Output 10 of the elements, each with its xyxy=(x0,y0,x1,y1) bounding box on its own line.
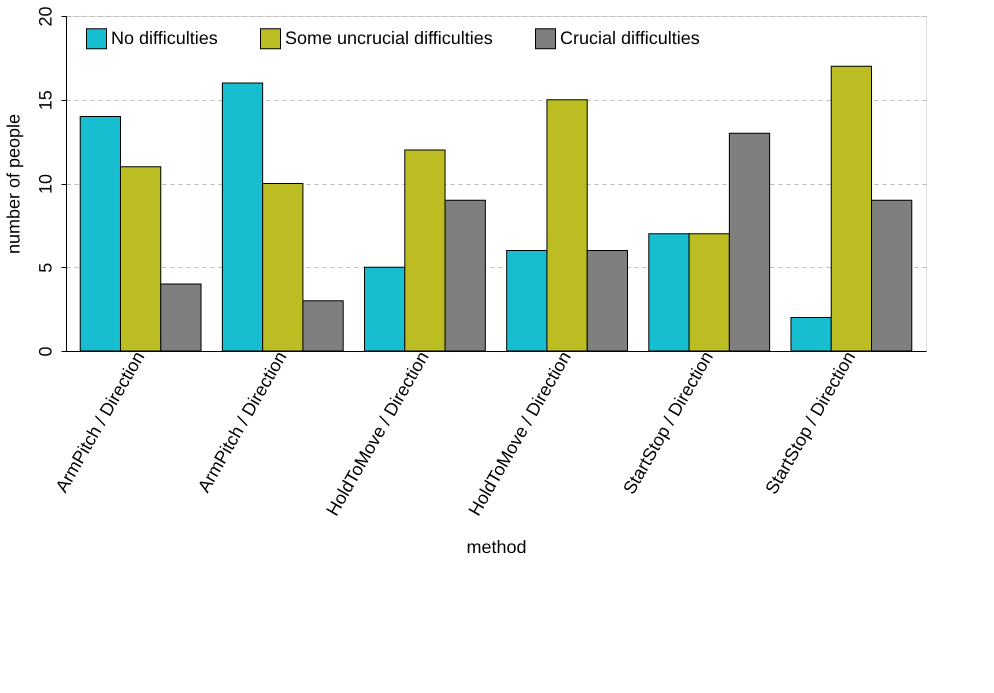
legend-label: No difficulties xyxy=(111,28,218,48)
y-tick-label: 5 xyxy=(36,262,56,273)
y-tick-label: 0 xyxy=(36,346,56,357)
y-axis-title: number of people xyxy=(4,114,24,254)
x-axis-title: method xyxy=(466,537,527,558)
legend-label: Some uncrucial difficulties xyxy=(285,28,493,48)
legend-label: Crucial difficulties xyxy=(560,28,700,48)
y-tick-label: 15 xyxy=(36,90,56,110)
y-tick-label: 10 xyxy=(36,174,56,194)
y-tick-label: 20 xyxy=(36,6,56,27)
